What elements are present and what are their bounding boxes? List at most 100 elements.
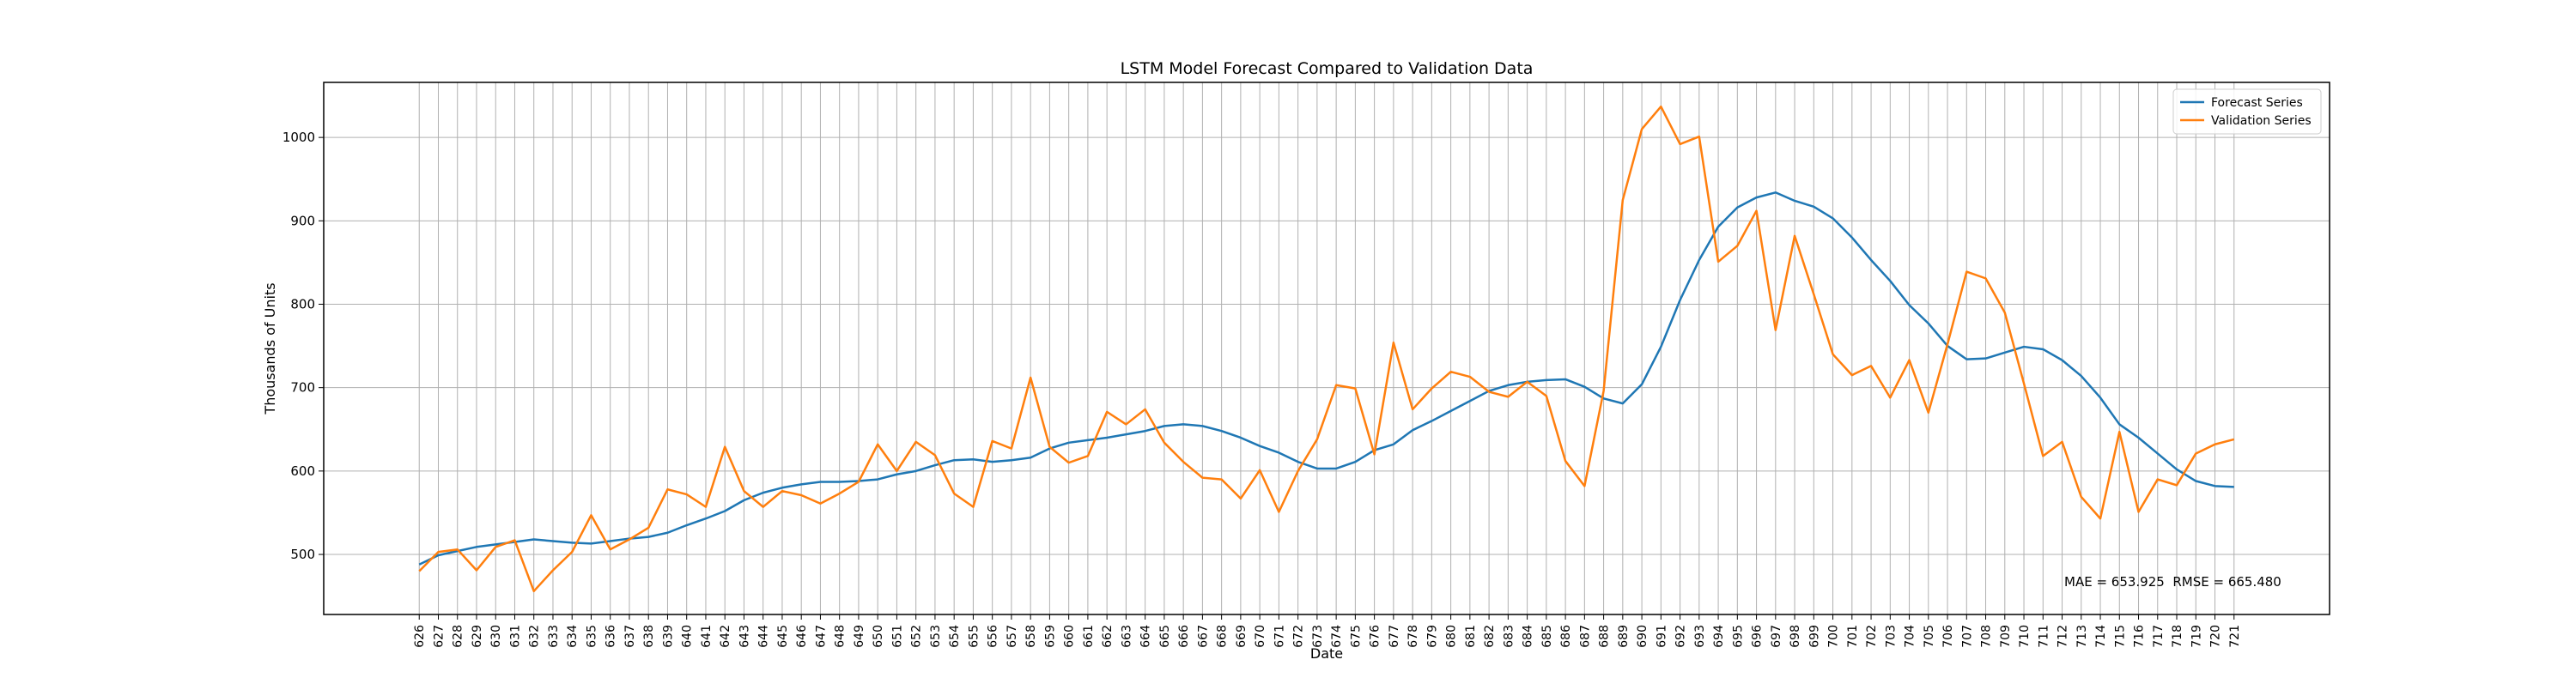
x-tick-label: 639 (661, 625, 675, 648)
x-tick-label: 664 (1139, 625, 1153, 648)
x-tick-label: 644 (757, 625, 771, 648)
x-tick-label: 709 (1999, 625, 2013, 648)
x-tick-label: 694 (1712, 625, 1726, 648)
x-tick-label: 710 (2018, 625, 2032, 648)
x-tick-label: 697 (1770, 625, 1783, 648)
x-tick-label: 650 (872, 625, 885, 648)
x-tick-label: 656 (987, 625, 1000, 648)
x-tick-label: 693 (1693, 625, 1707, 648)
x-tick-label: 633 (547, 625, 561, 648)
x-tick-label: 649 (853, 625, 866, 648)
x-tick-label: 708 (1980, 625, 1994, 648)
x-tick-label: 677 (1388, 625, 1401, 648)
x-tick-label: 672 (1292, 625, 1306, 648)
x-tick-label: 627 (432, 625, 446, 648)
x-tick-label: 719 (2190, 625, 2203, 648)
x-tick-label: 687 (1578, 625, 1592, 648)
y-tick-label: 500 (290, 547, 315, 562)
x-tick-label: 706 (1941, 625, 1955, 648)
tick-layer: 626 627 628 629 630 631 632 633 634 635 636 637 638 6… (283, 130, 2242, 648)
x-tick-label: 690 (1636, 625, 1649, 648)
x-tick-label: 701 (1846, 625, 1860, 648)
x-tick-label: 691 (1655, 625, 1668, 648)
x-tick-label: 626 (413, 625, 427, 648)
x-tick-label: 654 (948, 625, 962, 648)
x-tick-label: 712 (2057, 625, 2070, 648)
x-tick-label: 629 (471, 625, 484, 648)
x-tick-label: 641 (700, 625, 714, 648)
x-tick-label: 634 (566, 625, 580, 648)
x-tick-label: 675 (1349, 625, 1363, 648)
x-tick-label: 647 (814, 625, 828, 648)
x-tick-label: 699 (1807, 625, 1821, 648)
x-tick-label: 665 (1158, 625, 1172, 648)
x-tick-label: 628 (452, 625, 465, 648)
series-layer (418, 105, 2235, 593)
x-tick-label: 666 (1177, 625, 1191, 648)
x-tick-label: 637 (623, 625, 637, 648)
x-tick-label: 698 (1789, 625, 1802, 648)
x-tick-label: 684 (1522, 625, 1535, 648)
legend: Forecast Series Validation Series (2172, 88, 2322, 135)
y-tick-label: 900 (290, 213, 315, 228)
x-tick-label: 662 (1101, 625, 1115, 648)
series-line-validation (418, 105, 2235, 593)
x-tick-label: 653 (929, 625, 943, 648)
x-tick-label: 681 (1464, 625, 1478, 648)
x-tick-label: 660 (1063, 625, 1077, 648)
x-tick-label: 661 (1082, 625, 1096, 648)
x-tick-label: 640 (681, 625, 695, 648)
x-tick-label: 702 (1865, 625, 1879, 648)
x-tick-label: 657 (1005, 625, 1019, 648)
metrics-annotation: MAE = 653.925 RMSE = 665.480 (2064, 574, 2281, 590)
x-tick-label: 688 (1598, 625, 1612, 648)
x-tick-label: 683 (1502, 625, 1516, 648)
x-tick-label: 696 (1751, 625, 1765, 648)
x-tick-label: 642 (719, 625, 732, 648)
x-tick-label: 673 (1311, 625, 1325, 648)
x-tick-label: 674 (1330, 625, 1344, 648)
x-tick-label: 700 (1827, 625, 1841, 648)
x-tick-label: 635 (585, 625, 598, 648)
plot-frame (323, 82, 2330, 615)
x-tick-label: 715 (2113, 625, 2127, 648)
x-tick-label: 716 (2133, 625, 2147, 648)
x-tick-label: 703 (1884, 625, 1898, 648)
y-tick-label: 1000 (283, 130, 315, 145)
x-tick-label: 659 (1043, 625, 1057, 648)
x-tick-label: 671 (1273, 625, 1286, 648)
x-axis-label: Date (1310, 645, 1343, 662)
x-tick-label: 679 (1425, 625, 1439, 648)
x-tick-label: 655 (967, 625, 981, 648)
y-tick-label: 700 (290, 380, 315, 396)
x-tick-label: 651 (890, 625, 904, 648)
x-tick-label: 707 (1960, 625, 1974, 648)
x-tick-label: 705 (1923, 625, 1936, 648)
x-tick-label: 667 (1196, 625, 1210, 648)
x-tick-label: 652 (910, 625, 924, 648)
x-tick-label: 721 (2228, 625, 2242, 648)
x-tick-label: 663 (1120, 625, 1133, 648)
x-tick-label: 669 (1235, 625, 1249, 648)
x-tick-label: 670 (1254, 625, 1267, 648)
x-tick-label: 630 (489, 625, 503, 648)
x-tick-label: 720 (2209, 625, 2223, 648)
y-axis-label: Thousands of Units (262, 282, 278, 415)
series-line-forecast (418, 191, 2234, 566)
x-tick-label: 682 (1483, 625, 1497, 648)
x-tick-label: 668 (1216, 625, 1230, 648)
legend-box (2172, 88, 2322, 135)
x-tick-label: 718 (2171, 625, 2184, 648)
x-tick-label: 638 (642, 625, 656, 648)
x-tick-label: 648 (834, 625, 848, 648)
legend-label: Validation Series (2211, 114, 2312, 128)
chart-title: LSTM Model Forecast Compared to Validati… (1121, 59, 1534, 78)
x-tick-label: 643 (738, 625, 751, 648)
x-tick-label: 632 (528, 625, 542, 648)
x-tick-label: 678 (1406, 625, 1420, 648)
y-tick-label: 600 (290, 463, 315, 479)
x-tick-label: 717 (2152, 625, 2166, 648)
